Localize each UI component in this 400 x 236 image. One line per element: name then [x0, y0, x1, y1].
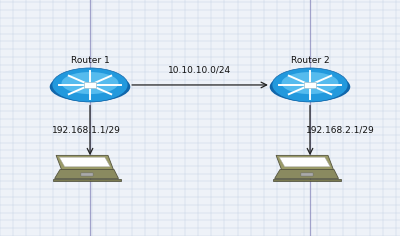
Ellipse shape [270, 72, 350, 102]
Polygon shape [52, 178, 121, 181]
FancyBboxPatch shape [301, 173, 313, 176]
Text: 192.168.1.1/29: 192.168.1.1/29 [52, 126, 121, 135]
Text: Router 1: Router 1 [71, 56, 109, 65]
Polygon shape [56, 155, 114, 169]
Polygon shape [276, 155, 334, 169]
Ellipse shape [62, 72, 118, 94]
Text: 10.10.10.0/24: 10.10.10.0/24 [168, 65, 232, 74]
Polygon shape [279, 157, 330, 167]
Polygon shape [272, 178, 341, 181]
Ellipse shape [272, 68, 348, 102]
Ellipse shape [50, 72, 130, 102]
FancyBboxPatch shape [304, 82, 316, 88]
Polygon shape [54, 169, 118, 178]
Polygon shape [59, 157, 110, 167]
FancyBboxPatch shape [84, 82, 96, 88]
Text: Router 2: Router 2 [291, 56, 329, 65]
FancyBboxPatch shape [81, 173, 93, 176]
Ellipse shape [52, 68, 128, 102]
Polygon shape [275, 169, 338, 178]
Text: 192.168.2.1/29: 192.168.2.1/29 [306, 126, 375, 135]
Ellipse shape [282, 72, 338, 94]
